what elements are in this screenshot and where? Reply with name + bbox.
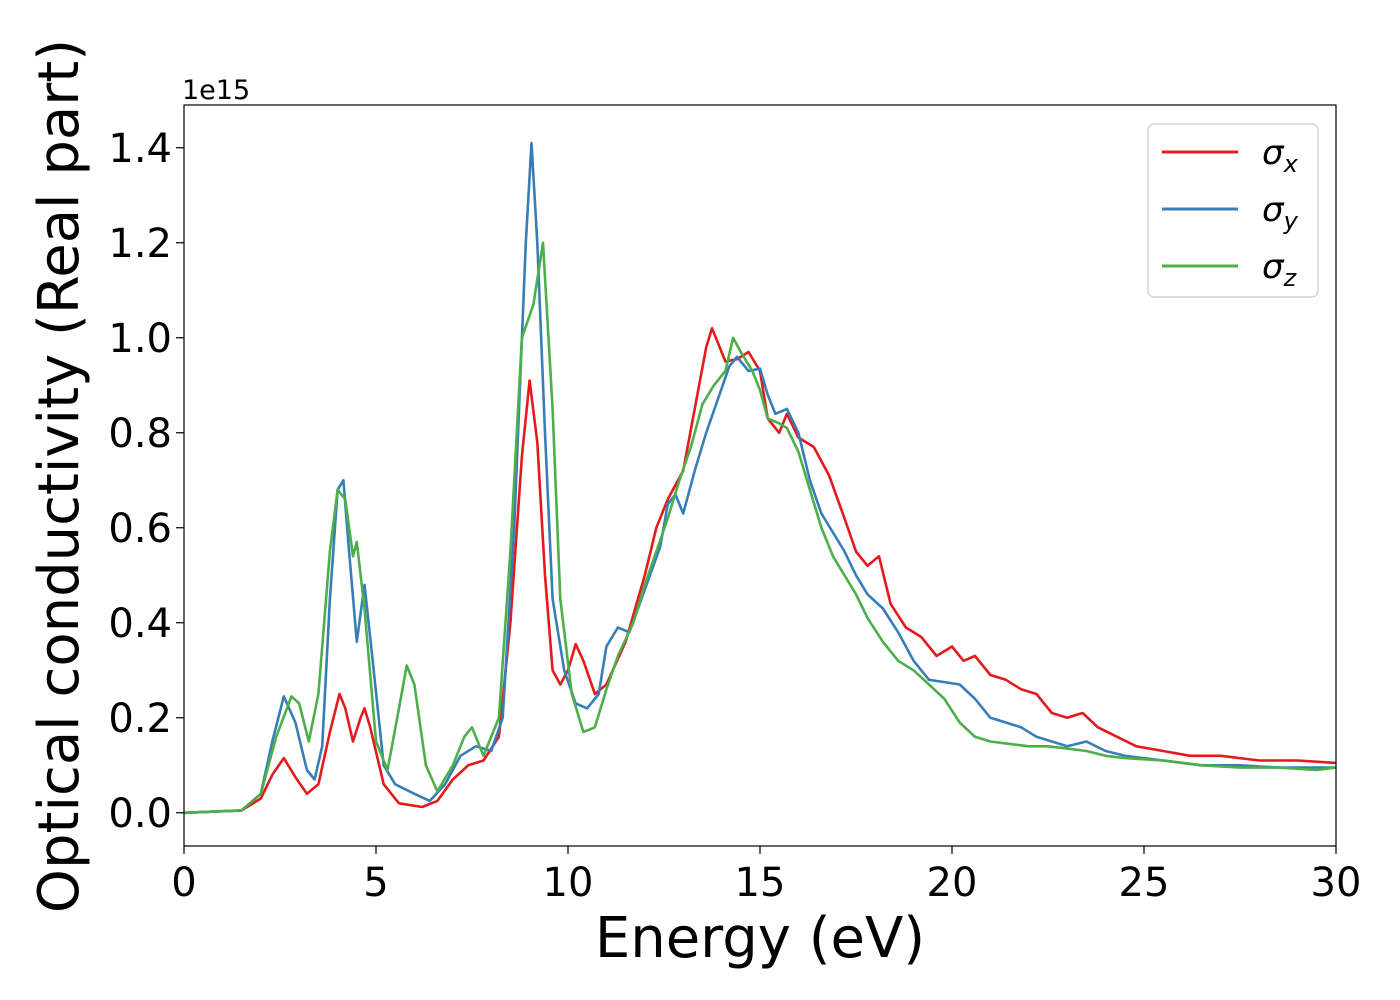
series-layer (184, 141, 1336, 815)
x-axis-title: Energy (eV) (595, 906, 925, 971)
series-line-x (184, 327, 1336, 815)
y-tick-label: 1.2 (108, 221, 172, 267)
x-tick-label: 10 (543, 860, 594, 906)
y-tick-label: 0.8 (108, 411, 172, 457)
y-tick-label: 1.0 (108, 316, 172, 362)
series-line-z (184, 241, 1336, 815)
x-tick-label: 15 (735, 860, 786, 906)
y-axis-title: Optical conductivity (Real part) (27, 39, 92, 913)
x-axis: 0 5 10 15 20 25 30 (171, 846, 1361, 906)
x-tick-label: 5 (363, 860, 388, 906)
y-axis: 0.0 0.2 0.4 0.6 0.8 1.0 1.2 1.4 (108, 126, 184, 837)
y-tick-label: 0.4 (108, 601, 172, 647)
y-tick-label: 1.4 (108, 126, 172, 172)
y-tick-label: 0.2 (108, 696, 172, 742)
x-tick-label: 0 (171, 860, 196, 906)
y-tick-label: 0.6 (108, 506, 172, 552)
y-offset-label: 1e15 (182, 75, 250, 106)
y-tick-label: 0.0 (108, 791, 172, 837)
x-tick-label: 30 (1311, 860, 1362, 906)
x-tick-label: 20 (927, 860, 978, 906)
x-tick-label: 25 (1119, 860, 1170, 906)
